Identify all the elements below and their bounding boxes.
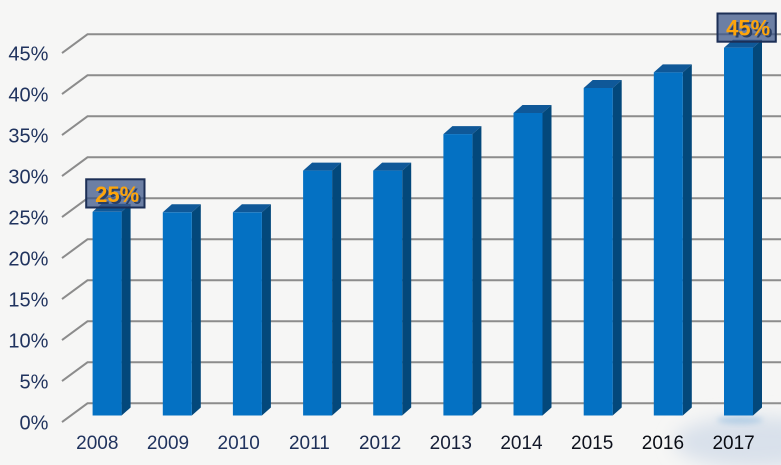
svg-text:10%: 10% bbox=[8, 330, 48, 352]
svg-text:2014: 2014 bbox=[500, 433, 543, 454]
svg-text:45%: 45% bbox=[726, 15, 770, 40]
svg-text:2008: 2008 bbox=[76, 433, 118, 454]
svg-text:25%: 25% bbox=[8, 207, 48, 229]
svg-text:2013: 2013 bbox=[430, 433, 472, 454]
svg-text:15%: 15% bbox=[8, 289, 48, 311]
svg-text:45%: 45% bbox=[728, 18, 772, 43]
svg-text:45%: 45% bbox=[8, 43, 48, 65]
svg-text:40%: 40% bbox=[8, 84, 48, 106]
svg-text:2010: 2010 bbox=[218, 433, 260, 454]
svg-text:0%: 0% bbox=[19, 412, 48, 434]
svg-text:2016: 2016 bbox=[642, 433, 684, 454]
svg-text:20%: 20% bbox=[8, 248, 48, 270]
svg-text:25%: 25% bbox=[97, 184, 141, 209]
svg-text:35%: 35% bbox=[8, 125, 48, 147]
svg-text:5%: 5% bbox=[19, 371, 48, 393]
svg-text:30%: 30% bbox=[8, 166, 48, 188]
svg-text:2009: 2009 bbox=[147, 433, 189, 454]
svg-text:2017: 2017 bbox=[712, 433, 754, 454]
svg-text:2011: 2011 bbox=[289, 433, 330, 454]
svg-text:2012: 2012 bbox=[359, 433, 401, 454]
svg-text:2015: 2015 bbox=[571, 433, 613, 454]
svg-text:25%: 25% bbox=[95, 182, 139, 207]
